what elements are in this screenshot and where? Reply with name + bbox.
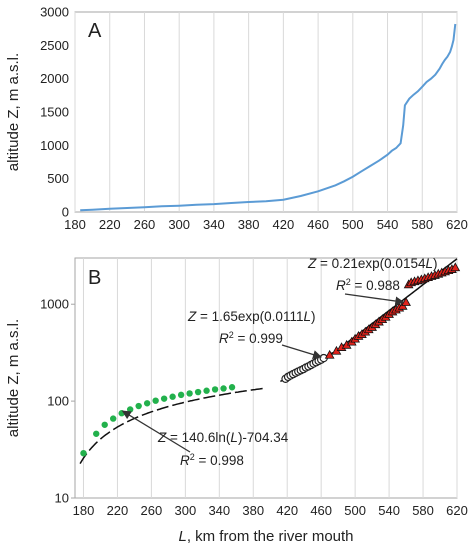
- fit-2-arrow: [281, 344, 323, 359]
- panel-a-x-tick-label: 380: [238, 217, 260, 232]
- panel-a-y-tick-label: 0: [62, 205, 69, 220]
- panel-b-x-tick-label: 380: [242, 503, 264, 518]
- x-axis-label-text: , km from the river mouth: [187, 528, 354, 545]
- panel-a-grid: [74, 12, 458, 212]
- fit-1-equation: Z = 140.6ln(L)-704.34: [157, 430, 289, 445]
- x-axis-label-variable: L: [178, 528, 186, 545]
- panel-a-x-tick-label: 620: [446, 217, 468, 232]
- fit-3-eq-var: Z: [307, 256, 317, 271]
- data-point-green: [186, 390, 193, 397]
- fit-3-equation: Z = 0.21exp(0.0154L): [307, 256, 437, 271]
- data-point-green: [169, 393, 176, 400]
- fit-2-r2-value: = 0.999: [234, 331, 283, 346]
- panel-b-y-tick-label: 100: [47, 394, 69, 409]
- fit-2-eq-mid: = 1.65exp(0.0111: [196, 309, 303, 324]
- data-point-green: [126, 406, 134, 413]
- panel-b-y-tick-label: 10: [55, 491, 69, 506]
- panel-b-x-tick-label: 580: [412, 503, 434, 518]
- data-point-green: [211, 386, 219, 393]
- data-point-green: [160, 395, 168, 402]
- data-point-green: [228, 384, 236, 391]
- data-point-green: [220, 385, 227, 392]
- fit-3-eq-mid: = 0.21exp(0.0154: [316, 256, 426, 271]
- panel-a-x-tick-label: 180: [64, 217, 86, 232]
- panel-b-grid: [82, 258, 458, 498]
- fit-1-eq-mid: = 140.6ln(: [166, 430, 231, 445]
- panel-b-x-tick-label: 500: [344, 503, 366, 518]
- panel-a-plot-area: [74, 11, 458, 213]
- panel-a-y-tick-label: 1000: [40, 138, 69, 153]
- fit-1-eq-end: )-704.34: [238, 430, 289, 445]
- fit-2-equation: Z = 1.65exp(0.0111L): [187, 309, 315, 324]
- panel-b-x-tick-label: 220: [107, 503, 129, 518]
- panel-a-y-tick-label: 2500: [40, 38, 69, 53]
- panel-b-label: B: [88, 267, 101, 289]
- data-point-green: [110, 415, 117, 422]
- data-point-green: [194, 388, 202, 396]
- panel-b-x-tick-label: 340: [208, 503, 230, 518]
- fit-1-arrow: [121, 410, 191, 453]
- panel-b-x-tick-label: 540: [378, 503, 400, 518]
- panel-b-x-tick-label: 300: [175, 503, 197, 518]
- panel-a-x-tick-label: 580: [411, 217, 433, 232]
- fit-3-r2: R2 = 0.988: [336, 277, 400, 293]
- panel-a-y-tick-label: 1500: [40, 105, 69, 120]
- panel-a-x-tick-label: 260: [134, 217, 156, 232]
- fit-1-r2-value: = 0.998: [195, 453, 244, 468]
- panel-b-x-tick-label: 260: [141, 503, 163, 518]
- panel-b-y-axis-label: altitude Z, m a.s.l.: [5, 319, 22, 437]
- fit-1-r2: R2 = 0.998: [180, 452, 244, 468]
- panel-a-x-tick-label: 540: [377, 217, 399, 232]
- panel-b-points: [80, 262, 461, 457]
- panel-b-x-tick-label: 420: [276, 503, 298, 518]
- data-point-green: [177, 391, 185, 399]
- panel-b-chart: 10 100 1000 180 220 260 300 340 380 420 460 500 540…: [5, 256, 468, 545]
- data-point-green: [143, 400, 151, 407]
- data-point-green: [101, 421, 108, 428]
- panel-b-x-axis-label: L, km from the river mouth: [178, 528, 353, 545]
- panel-a-y-ticks: 0 500 1000 1500 2000 2500 3000: [40, 5, 69, 220]
- data-point-green: [152, 397, 159, 404]
- fit-2-eq-end: ): [311, 309, 316, 324]
- panel-a-label: A: [88, 20, 102, 42]
- panel-a-series-line: [80, 23, 457, 212]
- data-point-green: [80, 449, 87, 457]
- panel-b-x-tick-label: 180: [73, 503, 95, 518]
- panel-a-x-tick-label: 300: [168, 217, 190, 232]
- panel-b-x-tick-label: 460: [310, 503, 332, 518]
- panel-b-annotation-arrows: [121, 293, 405, 453]
- data-point-green: [93, 430, 100, 437]
- panel-a-x-tick-label: 500: [342, 217, 364, 232]
- data-point-triangle: [450, 262, 461, 272]
- fit-1-eq-arg: L: [230, 430, 238, 445]
- panel-a-x-tick-label: 220: [99, 217, 121, 232]
- panel-a-x-tick-label: 460: [307, 217, 329, 232]
- fit-2-eq-arg: L: [303, 309, 311, 324]
- fit-3-r2-value: = 0.988: [351, 278, 400, 293]
- data-point-green: [203, 387, 210, 394]
- panel-a-x-tick-label: 420: [273, 217, 295, 232]
- panel-b-y-ticks: 10 100 1000: [40, 297, 75, 506]
- data-point-green: [135, 402, 142, 410]
- fit-2-r2: R2 = 0.999: [219, 330, 283, 346]
- panel-a-y-tick-label: 3000: [40, 5, 69, 20]
- panel-b-x-tick-label: 620: [446, 503, 468, 518]
- panel-a-x-tick-label: 340: [203, 217, 225, 232]
- panel-b-x-ticks: 180 220 260 300 340 380 420 460 500 540 580 620: [73, 503, 468, 518]
- fit-3-arrow: [344, 293, 405, 306]
- fit-2-eq-var: Z: [187, 309, 197, 324]
- panel-a-y-axis-label: altitude Z, m a.s.l.: [5, 53, 22, 171]
- panel-a-y-tick-label: 2000: [40, 71, 69, 86]
- panel-a-chart: 0 500 1000 1500 2000 2500 3000 180 220 260 300 340…: [5, 5, 468, 233]
- panel-a-x-ticks: 180 220 260 300 340 380 420 460 500 540 580 620: [64, 217, 468, 232]
- fit-1-eq-var: Z: [157, 430, 167, 445]
- data-point-green: [118, 410, 125, 417]
- fit-3-eq-arg: L: [425, 256, 433, 271]
- fit-3-eq-end: ): [433, 256, 438, 271]
- panel-b-plot-area: [74, 257, 458, 499]
- panel-a-y-tick-label: 500: [47, 171, 69, 186]
- panel-b-y-tick-label: 1000: [40, 297, 69, 312]
